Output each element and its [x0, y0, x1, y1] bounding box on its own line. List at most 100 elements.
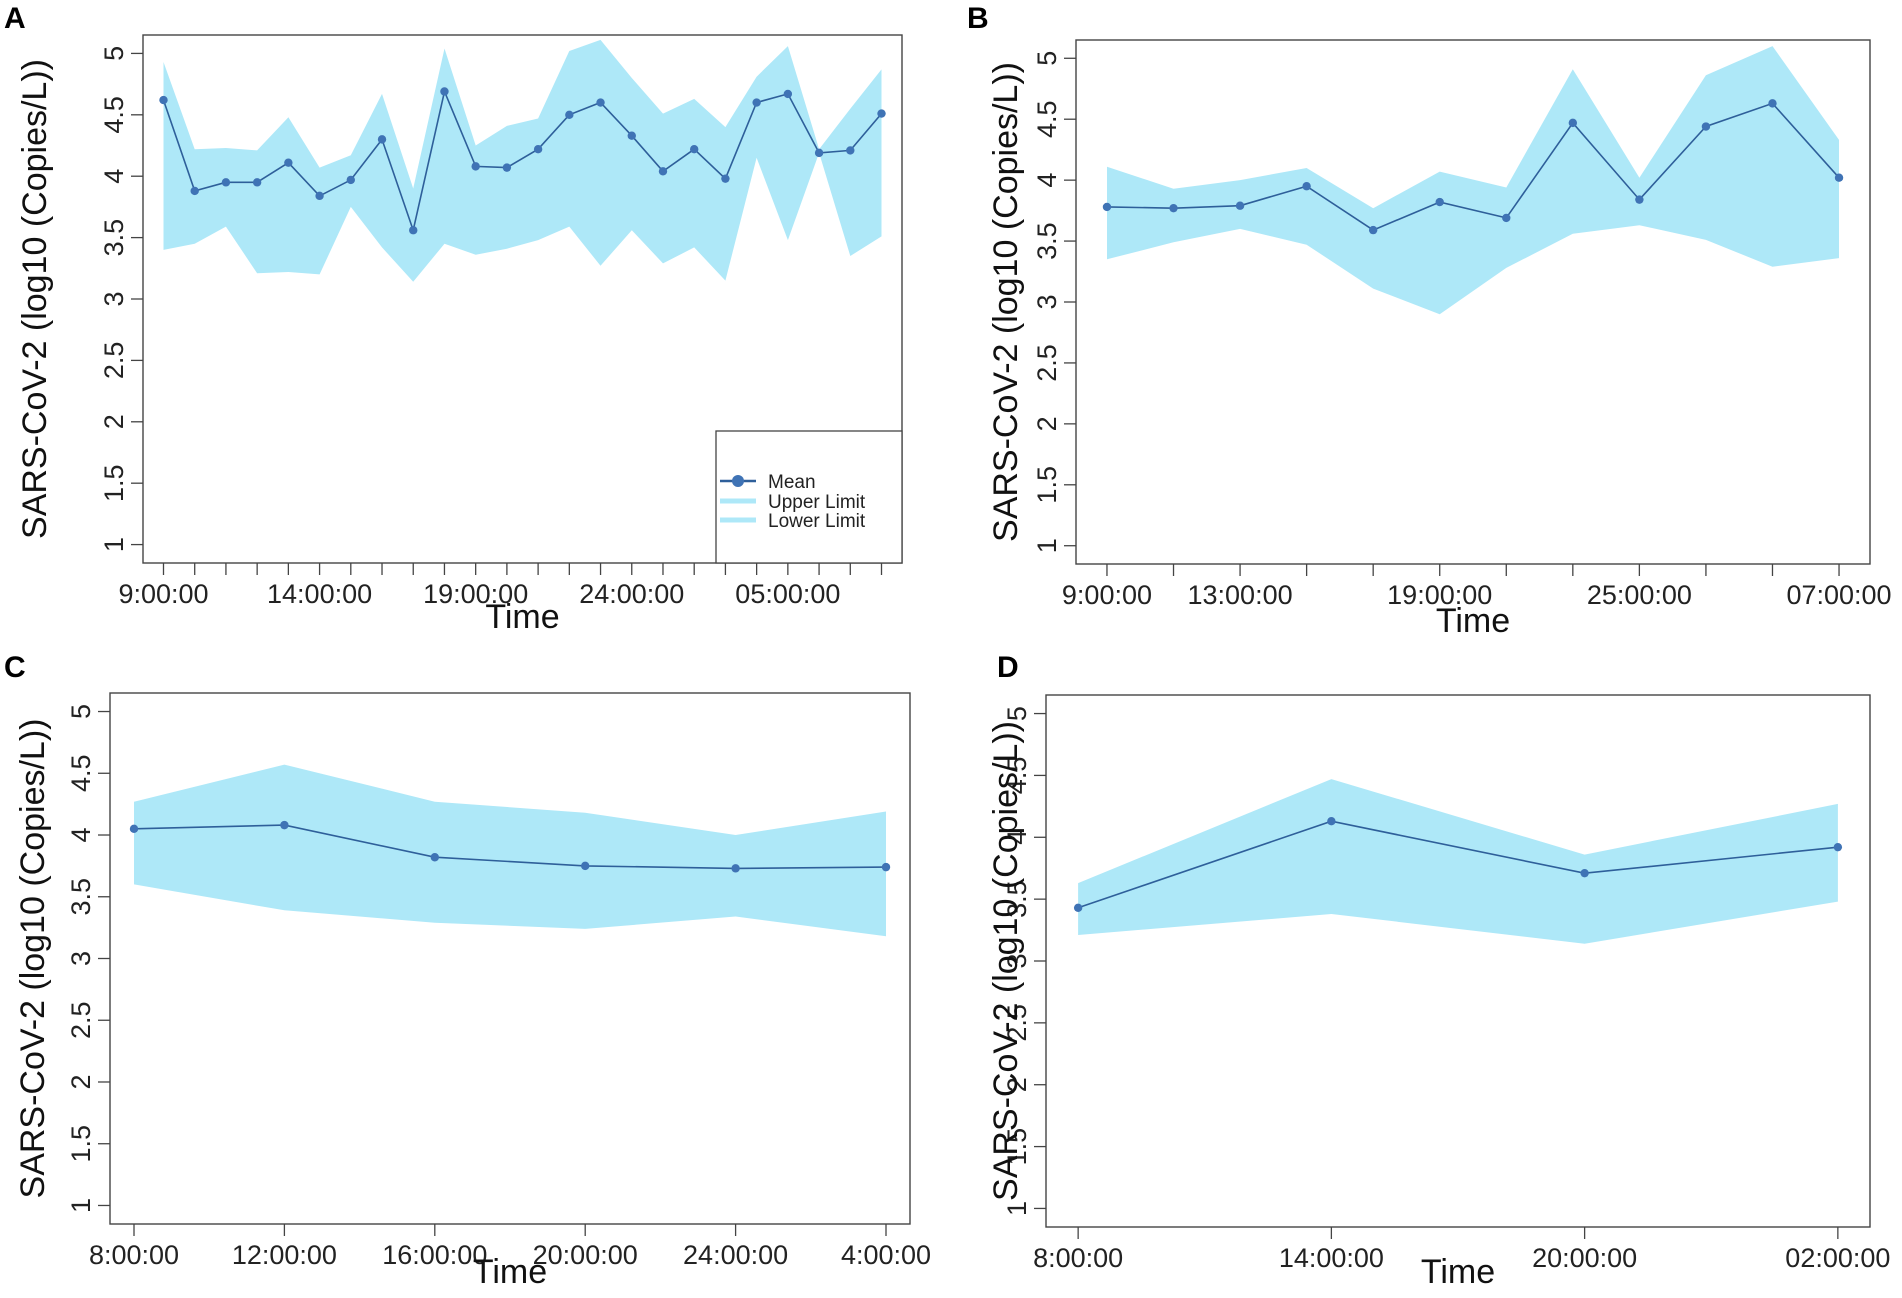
y-tick-label: 1.5	[99, 464, 129, 502]
panel-letter: A	[4, 2, 26, 35]
y-axis-title: SARS-CoV-2 (log10 (Copies/L))	[14, 719, 52, 1199]
chart-svg-b: B 1 1.5 2 2.5 3 3.5 4 4.5 5 9:00:00 13:00:00 19:00:0…	[967, 2, 1892, 640]
mean-point	[1768, 99, 1777, 108]
panel-letter: D	[997, 651, 1019, 684]
panel-letter: B	[967, 2, 989, 35]
mean-point	[689, 144, 699, 154]
mean-point	[881, 862, 891, 872]
mean-line	[133, 824, 887, 870]
y-axis-title: SARS-CoV-2 (log10 (Copies/L))	[16, 59, 54, 539]
y-tick-label: 2.5	[1002, 1004, 1032, 1042]
y-tick-label: 2	[66, 1074, 96, 1089]
x-tick-label: 02:00:00	[1785, 1243, 1890, 1273]
y-tick-label: 4	[66, 827, 96, 842]
mean-point	[471, 162, 480, 171]
mean-point	[315, 191, 324, 201]
y-axis-title: SARS-CoV-2 (log10 (Copies/L))	[987, 721, 1025, 1201]
plot-frame	[109, 692, 911, 1225]
x-tick-label: 14:00:00	[267, 579, 372, 609]
y-tick-label: 3	[1032, 294, 1062, 309]
mean-point	[1235, 201, 1245, 210]
mean-point	[502, 163, 512, 172]
mean-point	[1302, 182, 1311, 191]
y-tick-label: 5	[66, 704, 96, 719]
x-tick-label: 20:00:00	[533, 1240, 638, 1270]
x-tick-label: 13:00:00	[1188, 580, 1293, 610]
y-tick-label: 4.5	[99, 96, 129, 134]
y-tick-label: 2.5	[66, 1001, 96, 1039]
y-tick-label: 4.5	[1032, 100, 1062, 138]
mean-point	[1102, 202, 1112, 212]
x-axis-title: Time	[1436, 602, 1510, 640]
mean-point	[783, 89, 793, 99]
mean-point	[565, 110, 574, 120]
y-tick-label: 4	[1032, 173, 1062, 188]
chart-panel-b: B 1 1.5 2 2.5 3 3.5 4 4.5 5 9:00:00 13:00:00 19:00:0…	[951, 0, 1902, 649]
mean-point	[627, 131, 636, 140]
legend-label: Lower Limit	[768, 511, 866, 532]
x-tick-label: 05:00:00	[735, 579, 840, 609]
mean-point	[1073, 903, 1083, 912]
x-tick-label: 4:00:00	[841, 1240, 931, 1270]
mean-point	[752, 98, 761, 107]
mean-point	[221, 178, 231, 187]
mean-point	[846, 146, 855, 155]
chart-panel-d: D 1 1.5 2 2.5 3 3.5 4 4.5 5 8:00:00 14:00:00 20:00:0…	[951, 649, 1902, 1298]
y-tick-label: 2.5	[99, 342, 129, 380]
y-axis-title: SARS-CoV-2 (log10 (Copies/L))	[987, 62, 1025, 542]
confidence-band	[1107, 46, 1839, 315]
mean-point	[440, 87, 449, 96]
y-tick-label: 3.5	[99, 219, 129, 257]
y-tick-label: 1.5	[66, 1125, 96, 1163]
confidence-band	[1078, 779, 1838, 944]
mean-point	[346, 175, 356, 185]
chart-svg-a: A 1 1.5 2 2.5 3 3.5 4 4.5 5 9:00:00 14:00:00 19:00:0…	[4, 2, 903, 636]
y-tick-label: 1.5	[1002, 1128, 1032, 1166]
legend-label: Upper Limit	[768, 492, 866, 513]
mean-point	[1833, 842, 1843, 852]
plot-frame	[1045, 694, 1871, 1228]
y-tick-label: 3	[66, 951, 96, 966]
mean-point	[1368, 225, 1378, 235]
mean-point	[721, 174, 730, 183]
y-tick-label: 1	[66, 1198, 96, 1213]
mean-point	[581, 861, 590, 871]
mean-point	[658, 167, 668, 176]
y-tick-label: 2	[1032, 416, 1062, 431]
mean-point	[409, 226, 418, 235]
x-tick-label: 24:00:00	[683, 1240, 788, 1270]
mean-point	[1635, 195, 1644, 204]
mean-point	[252, 178, 262, 187]
y-tick-label: 4.5	[66, 754, 96, 792]
y-tick-label: 2.5	[1032, 344, 1062, 382]
y-tick-label: 5	[99, 46, 129, 61]
y-tick-label: 3.5	[1002, 880, 1032, 918]
chart-panel-a: A 1 1.5 2 2.5 3 3.5 4 4.5 5 9:00:00 14:00:00 19:00:0…	[0, 0, 951, 649]
mean-line	[162, 88, 883, 234]
y-tick-label: 4	[1002, 830, 1032, 845]
legend-mean-marker	[732, 475, 744, 487]
confidence-band	[163, 39, 882, 282]
mean-point	[430, 853, 439, 862]
y-tick-label: 1	[99, 537, 129, 552]
mean-line	[1077, 820, 1838, 909]
mean-point	[1701, 122, 1711, 131]
chart-svg-c: C 1 1.5 2 2.5 3 3.5 4 4.5 5 8:00:00 12:00:00 16:00:0…	[4, 651, 931, 1291]
chart-svg-d: D 1 1.5 2 2.5 3 3.5 4 4.5 5 8:00:00 14:00:00 20:00:0…	[987, 651, 1890, 1291]
mean-point	[814, 148, 824, 158]
mean-point	[1327, 816, 1336, 826]
mean-point	[284, 158, 293, 167]
x-axis-title: Time	[473, 1253, 547, 1291]
confidence-band	[134, 764, 886, 937]
mean-point	[1502, 213, 1511, 223]
mean-point	[1169, 203, 1178, 213]
mean-point	[533, 144, 543, 154]
x-tick-label: 19:00:00	[423, 579, 528, 609]
x-axis-title: Time	[485, 598, 559, 636]
legend-label: Mean	[768, 472, 816, 493]
x-tick-label: 8:00:00	[1033, 1243, 1123, 1273]
x-tick-label: 12:00:00	[232, 1240, 337, 1270]
y-tick-label: 4.5	[1002, 757, 1032, 795]
x-tick-label: 8:00:00	[89, 1240, 179, 1270]
mean-point	[1834, 173, 1844, 182]
